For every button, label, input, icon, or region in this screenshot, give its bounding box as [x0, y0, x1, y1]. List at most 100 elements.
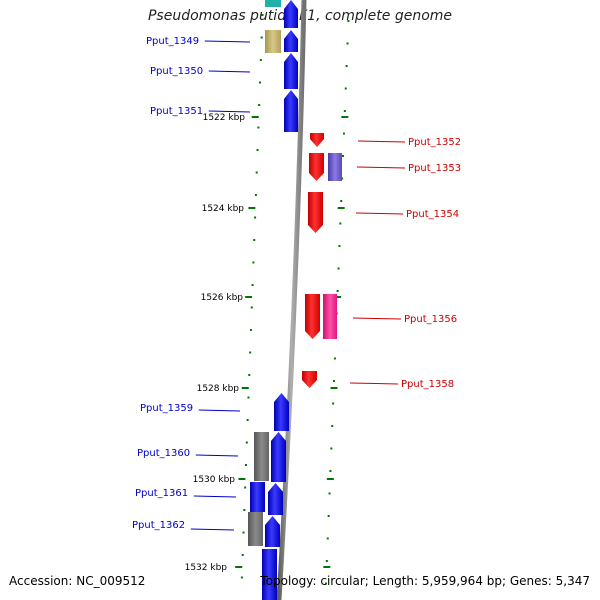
- gene-arrow-forward[interactable]: [274, 393, 289, 431]
- tick-mark: [250, 306, 253, 309]
- label-leader-line: [349, 382, 399, 385]
- tick-mark: [326, 537, 329, 540]
- gene-label[interactable]: Pput_1351: [150, 106, 203, 117]
- tick-mark: [259, 81, 262, 84]
- gene-arrow-forward[interactable]: [271, 432, 286, 482]
- tick-mark: [242, 531, 245, 534]
- gene-arrow-forward[interactable]: [284, 30, 298, 52]
- gene-label[interactable]: Pput_1352: [408, 137, 461, 148]
- major-tick: [238, 478, 246, 480]
- gene-arrow-reverse[interactable]: [302, 371, 317, 388]
- gene-arrow-forward[interactable]: [284, 53, 298, 89]
- gene-label[interactable]: Pput_1361: [135, 488, 188, 499]
- tick-mark: [339, 222, 342, 225]
- cog-box: [323, 294, 337, 339]
- label-leader-line: [357, 140, 406, 143]
- scale-tick-label: 1528 kbp: [197, 384, 240, 394]
- gene-arrow-forward[interactable]: [268, 483, 283, 515]
- cog-box: [248, 512, 263, 546]
- gene-arrow-reverse[interactable]: [310, 133, 324, 147]
- scale-tick-label: 1522 kbp: [203, 113, 246, 123]
- gene-arrow-reverse[interactable]: [305, 294, 320, 339]
- label-leader-line: [208, 110, 251, 113]
- gene-label[interactable]: Pput_1362: [132, 520, 185, 531]
- map-title: Pseudomonas putida F1, complete genome: [147, 8, 453, 24]
- tick-mark: [258, 104, 261, 106]
- gene-label[interactable]: Pput_1359: [140, 403, 193, 414]
- cog-box: [328, 153, 342, 181]
- major-tick: [323, 566, 331, 568]
- major-tick: [235, 566, 243, 568]
- tick-mark: [345, 65, 348, 67]
- tick-mark: [253, 239, 256, 241]
- tick-mark: [331, 425, 334, 427]
- tick-mark: [244, 464, 247, 466]
- tick-mark: [244, 486, 247, 489]
- tick-mark: [341, 177, 344, 180]
- label-leader-line: [198, 409, 241, 412]
- gene-label[interactable]: Pput_1349: [146, 36, 199, 47]
- major-tick: [334, 296, 342, 298]
- major-tick: [245, 296, 253, 298]
- label-leader-line: [193, 495, 237, 498]
- gene-arrow-reverse[interactable]: [308, 192, 323, 233]
- tick-mark: [346, 42, 349, 45]
- scale-tick-label: 1524 kbp: [202, 204, 245, 214]
- gene-labels: Pput_1349 Pput_1350 Pput_1351 Pput_1359 Pput…: [132, 36, 461, 531]
- tick-mark: [257, 126, 260, 129]
- gene-label[interactable]: Pput_1350: [150, 66, 203, 77]
- major-tick: [337, 207, 345, 209]
- tick-mark: [340, 200, 343, 202]
- tick-mark: [261, 14, 264, 16]
- tick-mark: [337, 267, 340, 270]
- major-tick: [251, 116, 259, 118]
- cog-box: [265, 0, 281, 7]
- label-leader-line: [356, 166, 406, 169]
- tick-mark: [256, 149, 259, 151]
- genome-summary: Topology: circular; Length: 5,959,964 bp…: [260, 574, 590, 588]
- tick-mark: [248, 374, 251, 376]
- major-tick: [330, 387, 338, 389]
- scale-labels: 1522 kbp 1524 kbp 1526 kbp 1528 kbp 1530 kbp…: [185, 113, 246, 573]
- gene-arrow-fragment: [262, 549, 277, 600]
- label-leader-line: [195, 454, 239, 457]
- gene-label[interactable]: Pput_1354: [406, 209, 459, 220]
- major-tick: [341, 116, 349, 118]
- tick-mark: [246, 419, 249, 421]
- gene-label[interactable]: Pput_1353: [408, 163, 461, 174]
- tick-mark: [333, 357, 336, 360]
- tick-mark: [260, 36, 263, 39]
- gene-arrow-forward[interactable]: [284, 90, 298, 132]
- gene-arrow-fragment: [284, 0, 298, 28]
- major-tick: [241, 387, 249, 389]
- gene-label[interactable]: Pput_1356: [404, 314, 457, 325]
- label-leader-line: [208, 70, 251, 73]
- tick-mark: [255, 171, 258, 174]
- tick-mark: [330, 447, 333, 450]
- cog-box: [265, 30, 281, 53]
- tick-mark: [251, 284, 254, 286]
- accession-label: Accession: NC_009512: [9, 574, 146, 588]
- tick-mark: [241, 554, 244, 556]
- tick-mark: [327, 515, 330, 517]
- tick-mark: [338, 245, 341, 247]
- major-tick: [248, 207, 256, 209]
- gene-label[interactable]: Pput_1358: [401, 379, 454, 390]
- tick-mark: [336, 290, 339, 292]
- tick-mark: [247, 396, 250, 399]
- tick-mark: [333, 380, 336, 382]
- gene-arrow-forward[interactable]: [265, 516, 280, 547]
- gene-arrow-reverse[interactable]: [309, 153, 324, 181]
- gene-label[interactable]: Pput_1360: [137, 448, 190, 459]
- label-leader-line: [355, 212, 404, 215]
- tick-track: [235, 14, 350, 585]
- tick-mark: [254, 216, 257, 219]
- tick-mark: [249, 329, 252, 331]
- tick-mark: [344, 87, 347, 90]
- tick-mark: [328, 492, 331, 495]
- genome-backbone: [276, 0, 307, 600]
- tick-mark: [343, 110, 346, 112]
- tick-mark: [252, 261, 255, 264]
- tick-mark: [342, 132, 345, 135]
